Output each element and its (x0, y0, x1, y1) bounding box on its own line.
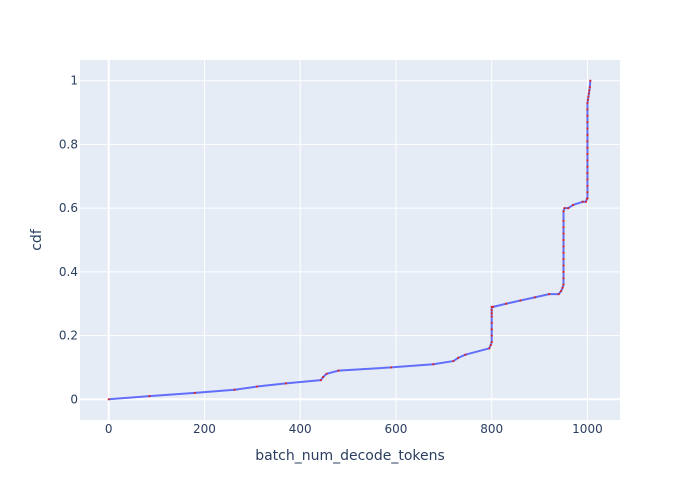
y-tick-label: 0.2 (59, 329, 78, 343)
cdf-point (322, 375, 325, 379)
y-tick-label: 0.6 (59, 201, 78, 215)
cdf-point (562, 283, 565, 286)
x-axis-label: batch_num_decode_tokens (255, 448, 445, 464)
y-tick-label: 0.4 (59, 265, 78, 279)
x-tick-label: 200 (193, 422, 216, 436)
cdf-point (562, 210, 565, 213)
cdf-point (489, 344, 492, 347)
cdf-point (562, 219, 565, 222)
cdf-point (492, 305, 495, 308)
cdf-point (464, 353, 467, 356)
cdf-point (586, 146, 589, 149)
x-tick-label: 0 (105, 422, 113, 436)
cdf-point (107, 398, 110, 401)
cdf-point (584, 200, 588, 203)
cdf-point (586, 114, 589, 117)
cdf-point (586, 178, 589, 181)
cdf-point (561, 286, 564, 289)
cdf-point (588, 89, 591, 92)
cdf-point (519, 299, 522, 302)
cdf-point (319, 379, 322, 382)
cdf-point (586, 197, 589, 200)
cdf-point (490, 328, 493, 331)
cdf-point (562, 238, 565, 242)
cdf-point (586, 165, 589, 168)
cdf-point (586, 101, 589, 105)
cdf-point (452, 359, 455, 363)
cdf-point (490, 334, 493, 337)
x-tick-label: 800 (480, 422, 503, 436)
cdf-point (533, 296, 536, 299)
y-axis-label: cdf (29, 228, 45, 251)
cdf-point (586, 140, 589, 143)
cdf-point (562, 258, 565, 261)
cdf-point (457, 356, 460, 359)
cdf-point (490, 315, 493, 318)
y-tick-label: 0 (70, 392, 78, 406)
cdf-point (586, 152, 589, 156)
cdf-point (562, 226, 565, 229)
cdf-point (284, 382, 287, 385)
cdf-point (586, 172, 589, 175)
cdf-point (581, 200, 584, 203)
cdf-point (586, 184, 589, 187)
cdf-point (563, 207, 566, 210)
cdf-point (586, 191, 589, 194)
cdf-point (193, 391, 196, 395)
cdf-point (586, 133, 589, 136)
cdf-point (562, 270, 565, 273)
cdf-point (562, 245, 565, 248)
cdf-point (571, 203, 575, 207)
cdf-point (256, 385, 259, 388)
x-tick-label: 1000 (572, 422, 603, 436)
x-tick-label: 400 (289, 422, 312, 436)
cdf-point (586, 108, 589, 111)
cdf-point (562, 232, 565, 235)
cdf-point (587, 92, 590, 95)
cdf-point (588, 85, 591, 89)
cdf-point (562, 277, 565, 280)
cdf-point (432, 363, 435, 366)
cdf-point (562, 251, 565, 254)
cdf-point (587, 95, 590, 98)
cdf-point (488, 347, 491, 350)
cdf-point (390, 366, 393, 369)
cdf-point (557, 293, 560, 296)
cdf-point (233, 388, 236, 391)
cdf-point (562, 264, 565, 267)
plot-background (80, 60, 620, 420)
cdf-point (548, 293, 551, 296)
cdf-point (586, 127, 589, 130)
cdf-point (567, 207, 570, 210)
series-layer (107, 79, 592, 401)
cdf-point (560, 289, 563, 293)
x-tick-label: 600 (385, 422, 408, 436)
cdf-point (490, 312, 493, 315)
cdf-point (586, 159, 589, 162)
cdf-point (586, 98, 590, 101)
y-tick-label: 0.8 (59, 137, 78, 151)
cdf-point (504, 302, 508, 305)
cdf-point (490, 340, 493, 344)
y-tick-label: 1 (70, 74, 78, 88)
cdf-point (490, 321, 493, 324)
cdf-point (490, 308, 493, 312)
cdf-point (589, 79, 592, 82)
tick-labels: 0 200 400 600 800 1000 0 0.2 0.4 0.6 0.8 1 (59, 74, 603, 436)
cdf-point (337, 369, 340, 372)
cdf-point (325, 372, 328, 375)
cdf-point (586, 121, 589, 124)
cdf-point (148, 395, 151, 398)
